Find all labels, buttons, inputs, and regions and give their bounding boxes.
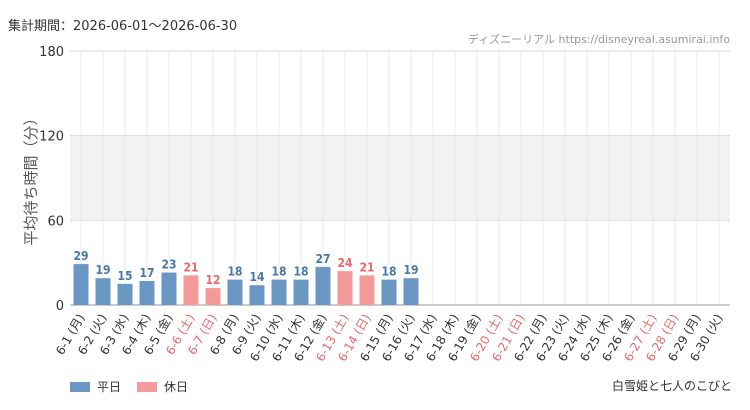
data-label: 27: [315, 252, 330, 266]
bar-holiday: [359, 275, 375, 305]
data-label: 17: [139, 266, 154, 280]
legend-item-holiday: 休日: [137, 378, 188, 395]
bar-weekday: [315, 266, 331, 305]
bar-weekday: [73, 264, 89, 305]
bar-weekday: [139, 281, 155, 305]
data-label: 15: [117, 269, 132, 283]
site-attribution: ディズニーリアル https://disneyreal.asumirai.inf…: [467, 33, 730, 46]
period-label: 集計期間：2026-06-01～2026-06-30: [8, 19, 238, 34]
bar-weekday: [161, 272, 177, 305]
data-label: 18: [293, 265, 308, 279]
bar-weekday: [271, 279, 287, 305]
y-tick-label: 120: [39, 130, 64, 145]
bar-weekday: [95, 278, 111, 305]
y-tick-label: 0: [56, 299, 64, 314]
data-label: 18: [271, 265, 286, 279]
bar-weekday: [249, 285, 265, 305]
data-label: 14: [249, 270, 265, 284]
data-label: 18: [381, 265, 396, 279]
bar-weekday: [117, 283, 133, 305]
data-label: 23: [161, 258, 176, 272]
data-label: 24: [337, 256, 353, 270]
y-tick-label: 180: [39, 45, 64, 60]
legend-label-holiday: 休日: [164, 380, 189, 394]
bar-weekday: [293, 279, 309, 305]
bar-holiday: [183, 275, 199, 305]
bar-weekday: [381, 279, 397, 305]
attraction-name: 白雪姫と七人のこびと: [611, 379, 732, 393]
data-label: 19: [403, 263, 418, 277]
data-label: 21: [183, 260, 198, 274]
data-label: 19: [95, 263, 110, 277]
legend-swatch-weekday: [70, 381, 90, 392]
data-label: 21: [359, 260, 374, 274]
plot-band: [70, 135, 730, 221]
y-tick-label: 60: [47, 214, 64, 229]
y-axis-title: 平均待ち時間（分）: [22, 110, 40, 245]
bar-weekday: [403, 278, 419, 305]
legend-item-weekday: 平日: [70, 378, 121, 395]
legend: 平日 休日: [70, 378, 204, 395]
data-label: 29: [73, 249, 88, 263]
data-label: 12: [205, 273, 220, 287]
bar-holiday: [337, 271, 353, 305]
bar-weekday: [227, 279, 243, 305]
legend-swatch-holiday: [137, 381, 158, 392]
data-label: 18: [227, 265, 242, 279]
bar-holiday: [205, 288, 221, 305]
legend-label-weekday: 平日: [97, 380, 122, 394]
